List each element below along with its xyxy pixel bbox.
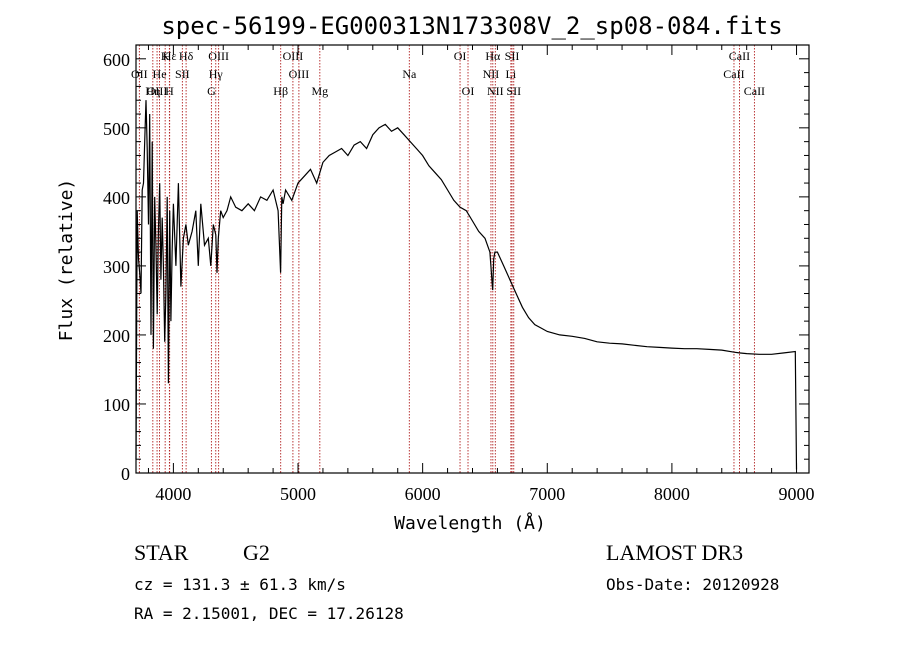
line-label-4: He [153, 67, 167, 81]
y-axis-label: Flux (relative) [56, 179, 77, 342]
line-label-1: K [161, 49, 170, 63]
line-label-6: OIII [147, 84, 168, 98]
line-label-8: H [165, 84, 174, 98]
plot-frame [135, 44, 810, 474]
spectrum-line [135, 100, 798, 470]
line-label-21: NII [483, 67, 500, 81]
line-label-2: Hδ [179, 49, 194, 63]
y-tick-label-5: 500 [103, 119, 130, 139]
line-label-26: CaII [723, 67, 744, 81]
coordinates: RA = 2.15001, DEC = 17.26128 [134, 604, 404, 623]
redshift-info: cz = 131.3 ± 61.3 km/s [134, 575, 346, 594]
line-label-17: OI [454, 49, 467, 63]
line-label-19: Hα [485, 49, 501, 63]
x-tick-label-1: 5000 [280, 484, 316, 504]
x-tick-label-0: 4000 [155, 484, 191, 504]
y-tick-label-4: 400 [103, 188, 130, 208]
line-label-25: CaII [729, 49, 750, 63]
y-tick-label-6: 600 [103, 50, 130, 70]
x-tick-label-3: 7000 [529, 484, 565, 504]
object-class: STAR [134, 540, 189, 565]
line-label-7: Hη [145, 84, 160, 98]
emission-line-markers [138, 45, 755, 473]
line-label-27: CaII [744, 84, 765, 98]
line-label-18: OI [462, 84, 475, 98]
line-label-22: Li [506, 67, 517, 81]
line-label-3: OII [131, 67, 148, 81]
line-label-11: G [207, 84, 216, 98]
line-label-24: SII [506, 84, 521, 98]
x-axis-ticks: 4000 5000 6000 7000 8000 9000 [147, 45, 815, 504]
y-tick-label-3: 300 [103, 257, 130, 277]
y-tick-label-2: 200 [103, 326, 130, 346]
line-label-23: NII [487, 84, 504, 98]
y-axis-ticks: 0 100 200 300 400 500 600 [103, 50, 809, 484]
survey-name: LAMOST DR3 [606, 540, 743, 565]
line-label-9: OIII [208, 49, 229, 63]
chart-title: spec-56199-EG000313N173308V_2_sp08-084.f… [161, 12, 782, 40]
line-label-15: Mg [311, 84, 328, 98]
obs-date: Obs-Date: 20120928 [606, 575, 779, 594]
line-label-14: OIII [289, 67, 310, 81]
line-label-16: Na [402, 67, 417, 81]
x-tick-label-4: 8000 [654, 484, 690, 504]
line-label-12: Hβ [273, 84, 288, 98]
y-tick-label-1: 100 [103, 395, 130, 415]
object-subclass: G2 [243, 540, 270, 565]
line-label-13: OIII [283, 49, 304, 63]
line-label-5: SII [175, 67, 190, 81]
x-tick-label-2: 6000 [405, 484, 441, 504]
y-tick-label-0: 0 [121, 464, 130, 484]
x-tick-label-5: 9000 [779, 484, 815, 504]
line-label-10: Hγ [209, 67, 224, 81]
line-label-20: SII [505, 49, 520, 63]
x-axis-label: Wavelength (Å) [394, 512, 546, 534]
